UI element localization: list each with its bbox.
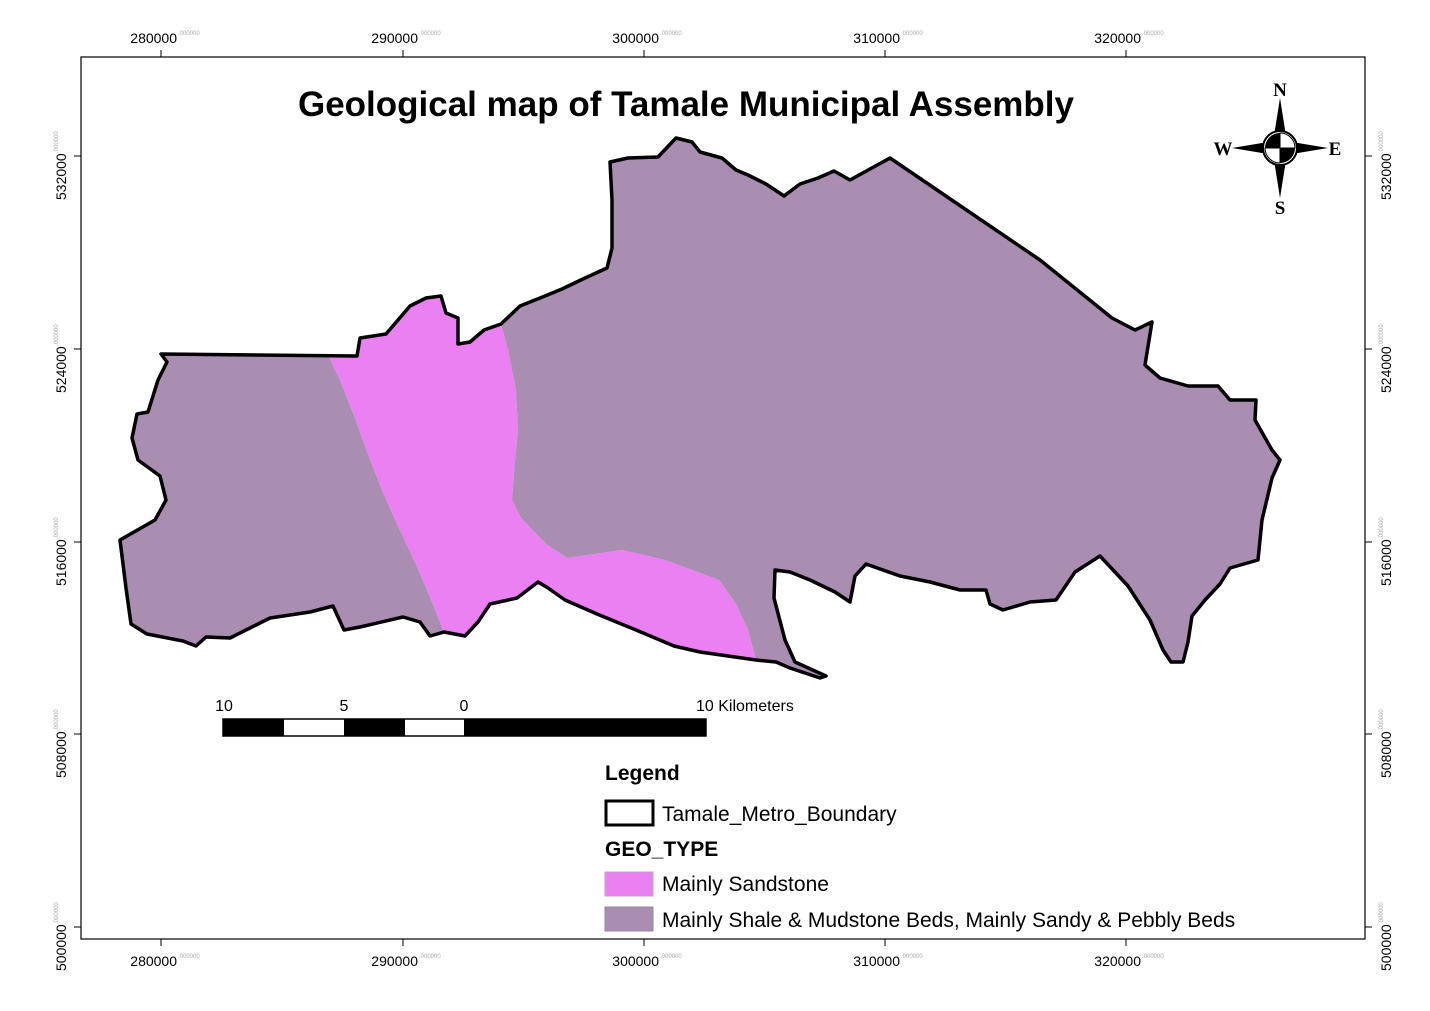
legend-title: Legend — [605, 762, 680, 785]
scale-segment-black — [464, 719, 706, 736]
scale-bar: 10 5 0 10 Kilometers — [215, 698, 794, 737]
scale-label: 5 — [340, 698, 349, 715]
compass-quadrant-se — [1280, 148, 1295, 163]
y-tick-label: 516000 — [1378, 539, 1394, 586]
x-tick-decimals: .000000 — [901, 31, 923, 37]
x-tick-label: 310000 — [853, 30, 900, 46]
y-tick-decimals: .000000 — [1379, 709, 1385, 731]
y-tick-decimals: .000000 — [1379, 902, 1385, 924]
scale-label: 0 — [460, 698, 469, 715]
x-tick-decimals: .000000 — [419, 31, 441, 37]
compass-west-label: W — [1214, 139, 1233, 160]
y-tick: 508000 .000000 — [1378, 709, 1394, 778]
x-tick-label: 300000 — [612, 953, 659, 969]
y-tick-label: 524000 — [53, 346, 69, 393]
y-tick-label: 516000 — [53, 539, 69, 586]
x-tick-decimals: .000000 — [901, 954, 923, 960]
legend: Legend Tamale_Metro_Boundary GEO_TYPE Ma… — [604, 762, 1235, 932]
x-tick-label: 300000 — [612, 30, 659, 46]
y-tick-decimals: .000000 — [54, 324, 60, 346]
y-tick-label: 508000 — [53, 731, 69, 778]
scale-segment-white — [286, 723, 343, 732]
compass-quadrant-sw — [1264, 147, 1281, 164]
scale-label: 10 — [215, 698, 233, 715]
shale-region-east — [501, 138, 1280, 678]
y-tick-label: 524000 — [1378, 346, 1394, 393]
legend-boundary-label: Tamale_Metro_Boundary — [662, 803, 897, 826]
compass-point-west — [1232, 142, 1268, 154]
y-tick-label: 500000 — [1378, 924, 1394, 971]
shale-region-west — [120, 354, 444, 646]
legend-item-label: Mainly Sandstone — [662, 873, 829, 896]
x-tick-label: 280000 — [130, 953, 177, 969]
x-tick-decimals: .000000 — [178, 954, 200, 960]
legend-boundary-swatch — [604, 799, 655, 827]
x-tick-decimals: .000000 — [1142, 31, 1164, 37]
x-tick-label: 320000 — [1094, 30, 1141, 46]
legend-item-label: Mainly Shale & Mudstone Beds, Mainly San… — [662, 909, 1235, 932]
map-title: Geological map of Tamale Municipal Assem… — [298, 85, 1075, 124]
compass-south-label: S — [1275, 198, 1286, 219]
y-tick-decimals: .000000 — [1379, 324, 1385, 346]
compass-quadrant-ne — [1279, 132, 1296, 149]
scale-segment-black — [223, 719, 284, 736]
y-tick: 508000 .000000 — [53, 709, 69, 778]
north-arrow: N S E W — [1214, 80, 1342, 219]
x-tick-decimals: .000000 — [660, 954, 682, 960]
grid-ticks — [74, 50, 1372, 946]
y-tick-decimals: .000000 — [1379, 131, 1385, 153]
x-tick-labels-top: 280000 .000000 290000 .000000 300000 .00… — [130, 30, 1164, 46]
tamale-metro-boundary — [118, 136, 1282, 680]
x-tick-decimals: .000000 — [1142, 954, 1164, 960]
scale-segment-black — [344, 719, 405, 736]
y-tick-decimals: .000000 — [54, 709, 60, 731]
x-tick-decimals: .000000 — [660, 31, 682, 37]
y-tick: 500000 .000000 — [53, 902, 69, 971]
compass-point-north — [1274, 98, 1286, 136]
x-tick-label: 280000 — [130, 30, 177, 46]
y-tick: 532000 .000000 — [1378, 131, 1394, 200]
x-tick-decimals: .000000 — [419, 954, 441, 960]
x-tick-label: 320000 — [1094, 953, 1141, 969]
y-tick-decimals: .000000 — [54, 517, 60, 539]
y-tick-label: 500000 — [53, 924, 69, 971]
scale-label: 10 Kilometers — [696, 698, 794, 715]
legend-swatch-sandstone — [604, 871, 654, 897]
y-tick: 524000 .000000 — [53, 324, 69, 393]
compass-point-east — [1292, 142, 1328, 154]
y-tick: 500000 .000000 — [1378, 902, 1394, 971]
y-tick-decimals: .000000 — [54, 131, 60, 153]
y-tick-decimals: .000000 — [1379, 517, 1385, 539]
x-tick-label: 290000 — [371, 953, 418, 969]
y-tick-label: 532000 — [53, 153, 69, 200]
x-tick-label: 290000 — [371, 30, 418, 46]
x-tick-decimals: .000000 — [178, 31, 200, 37]
y-tick-labels-right: 532000 .000000 524000 .000000 516000 .00… — [1378, 131, 1394, 971]
x-tick-label: 310000 — [853, 953, 900, 969]
scale-segment-white — [406, 723, 463, 732]
x-tick-labels-bottom: 280000 .000000 290000 .000000 300000 .00… — [130, 953, 1164, 969]
sandstone-region — [328, 296, 756, 660]
y-tick-decimals: .000000 — [54, 902, 60, 924]
compass-east-label: E — [1329, 139, 1342, 160]
legend-field-title: GEO_TYPE — [605, 838, 718, 861]
y-tick: 524000 .000000 — [1378, 324, 1394, 393]
legend-swatch-shale — [604, 906, 654, 932]
geology-layer — [120, 138, 1280, 678]
compass-north-label: N — [1273, 80, 1287, 101]
y-tick-label: 532000 — [1378, 153, 1394, 200]
y-tick: 532000 .000000 — [53, 131, 69, 200]
y-tick: 516000 .000000 — [53, 517, 69, 586]
y-tick-label: 508000 — [1378, 731, 1394, 778]
compass-quadrant-nw — [1265, 133, 1280, 148]
y-tick-labels-left: 532000 .000000 524000 .000000 516000 .00… — [53, 131, 69, 971]
y-tick: 516000 .000000 — [1378, 517, 1394, 586]
compass-point-south — [1274, 160, 1286, 198]
